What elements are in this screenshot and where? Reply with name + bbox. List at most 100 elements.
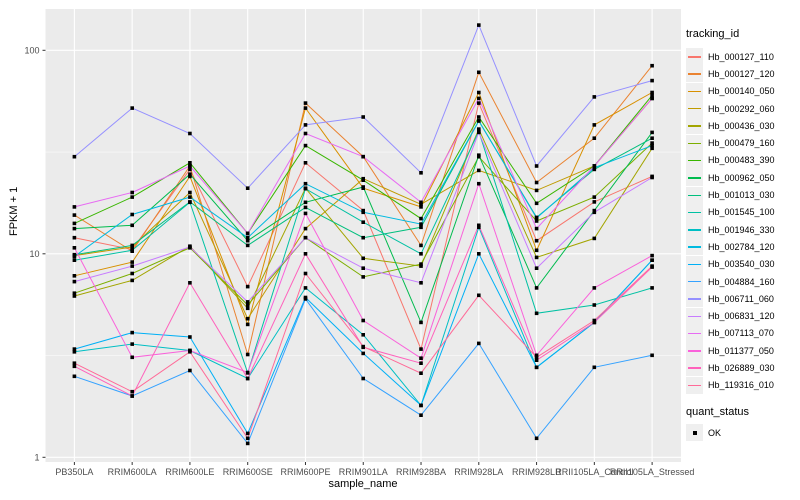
data-point xyxy=(477,223,481,228)
data-point xyxy=(592,303,597,307)
data-point xyxy=(188,190,192,195)
x-tick-label: RRIM928LA xyxy=(454,467,503,477)
data-point xyxy=(130,389,134,394)
data-point xyxy=(245,300,250,304)
data-point xyxy=(303,101,308,105)
data-point xyxy=(419,403,423,408)
data-point xyxy=(361,333,365,337)
y-tick-label: 1 xyxy=(34,452,39,462)
legend-item-label: OK xyxy=(708,427,722,438)
legend: tracking_id Hb_000127_110 Hb_000127_120 Hb… xyxy=(686,28,798,442)
legend-item-ok: OK xyxy=(686,424,798,442)
x-tick-label: RRIM600PE xyxy=(280,467,330,477)
data-point xyxy=(245,316,250,321)
data-point xyxy=(130,271,134,276)
data-point xyxy=(188,281,192,285)
data-point xyxy=(534,238,539,243)
data-point xyxy=(534,358,539,362)
data-point xyxy=(592,210,597,215)
legend-item-label: Hb_000127_120 xyxy=(708,68,775,79)
data-point xyxy=(130,223,134,228)
line-swatch-icon xyxy=(686,307,703,325)
data-point xyxy=(303,235,308,240)
data-point xyxy=(534,365,539,370)
data-point xyxy=(72,274,77,278)
data-point xyxy=(303,271,308,276)
data-point xyxy=(361,178,365,182)
data-point xyxy=(534,248,539,253)
data-point xyxy=(650,258,654,262)
data-point xyxy=(72,291,77,295)
data-point xyxy=(650,141,654,145)
legend-items: Hb_000127_110 Hb_000127_120 Hb_000140_050 H… xyxy=(686,48,798,394)
data-point xyxy=(130,330,134,335)
legend-item-Hb_004884_160: Hb_004884_160 xyxy=(686,273,798,290)
data-point xyxy=(534,255,539,260)
legend-item-label: Hb_000140_050 xyxy=(708,86,775,97)
data-point xyxy=(130,106,134,110)
data-point xyxy=(650,63,654,68)
data-point xyxy=(130,212,134,217)
line-swatch-icon xyxy=(686,342,703,360)
data-point xyxy=(419,171,423,175)
data-point xyxy=(419,205,423,209)
data-point xyxy=(245,231,250,236)
data-point xyxy=(592,320,597,325)
data-point xyxy=(477,90,481,95)
legend-item-Hb_119316_010: Hb_119316_010 xyxy=(686,376,798,394)
data-point xyxy=(245,238,250,243)
data-point xyxy=(130,355,134,360)
data-point xyxy=(477,119,481,123)
data-point xyxy=(419,216,423,221)
data-point xyxy=(592,200,597,204)
data-point xyxy=(188,161,192,165)
legend-item-Hb_007113_070: Hb_007113_070 xyxy=(686,324,798,342)
data-point xyxy=(477,168,481,173)
data-point xyxy=(72,213,77,217)
data-point xyxy=(419,264,423,268)
data-point xyxy=(130,243,134,248)
legend-item-Hb_000962_050: Hb_000962_050 xyxy=(686,169,798,187)
data-point xyxy=(72,347,77,351)
legend-item-label: Hb_119316_010 xyxy=(708,380,774,391)
line-swatch-icon xyxy=(686,221,703,239)
data-point xyxy=(245,376,250,381)
data-point xyxy=(245,186,250,190)
data-point xyxy=(188,172,192,176)
data-point xyxy=(188,245,192,249)
data-point xyxy=(188,164,192,168)
data-point xyxy=(72,258,77,262)
data-point xyxy=(72,205,77,209)
legend-item-label: Hb_001013_030 xyxy=(708,190,775,201)
data-point xyxy=(477,130,481,135)
data-point xyxy=(72,154,77,159)
line-swatch-icon xyxy=(686,169,703,187)
data-point xyxy=(419,252,423,256)
line-swatch-icon xyxy=(686,238,703,256)
data-point xyxy=(245,284,250,289)
data-point xyxy=(592,286,597,290)
legend-item-label: Hb_004884_160 xyxy=(708,276,775,287)
data-point xyxy=(130,195,134,199)
data-point xyxy=(361,376,365,381)
x-tick-label: RRIM928BA xyxy=(396,467,446,477)
data-point xyxy=(534,266,539,270)
line-swatch-icon xyxy=(686,48,703,66)
data-point xyxy=(361,154,365,159)
data-point xyxy=(130,264,134,268)
x-tick-label: RRIM901LA xyxy=(339,467,388,477)
data-point xyxy=(188,131,192,136)
legend-item-Hb_000483_390: Hb_000483_390 xyxy=(686,151,798,169)
data-point xyxy=(592,123,597,127)
data-point xyxy=(303,211,308,216)
data-point xyxy=(419,222,423,226)
data-point xyxy=(245,322,250,327)
data-point xyxy=(534,353,539,358)
data-point xyxy=(477,341,481,346)
line-swatch-icon xyxy=(686,82,703,100)
legend-item-label: Hb_000292_060 xyxy=(708,103,775,114)
data-point xyxy=(534,436,539,441)
legend-item-label: Hb_000483_390 xyxy=(708,155,775,166)
data-point xyxy=(303,143,308,148)
data-point xyxy=(361,318,365,323)
